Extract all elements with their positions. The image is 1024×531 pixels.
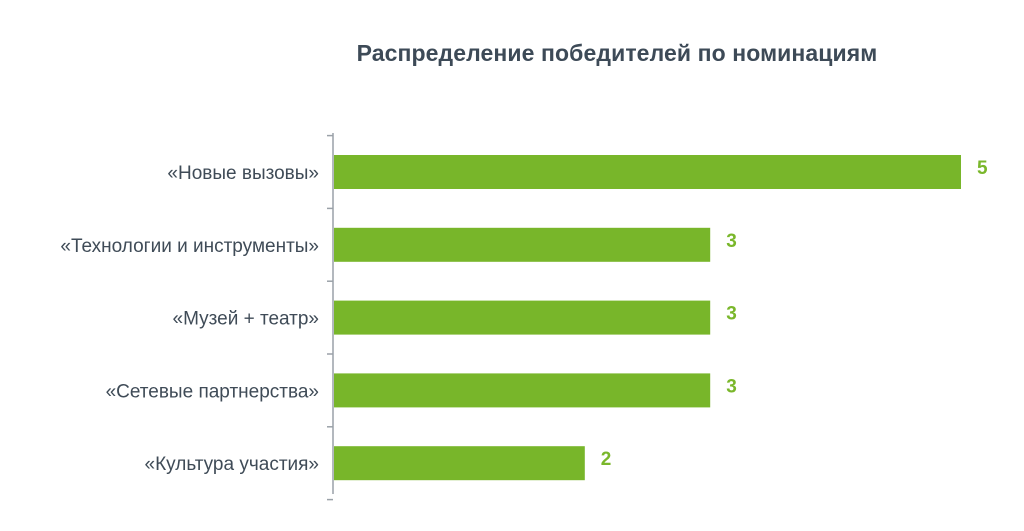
- data-label: 5: [977, 158, 988, 179]
- data-label: 3: [726, 231, 737, 252]
- data-label: 3: [726, 376, 737, 397]
- bar: [334, 373, 711, 408]
- bar: [334, 300, 711, 335]
- data-label: 3: [726, 304, 737, 325]
- data-label: 2: [601, 449, 612, 470]
- category-tick-label: «Музей + театр»: [173, 309, 319, 330]
- chart-title: Распределение победителей по номинациям: [356, 40, 878, 66]
- bar: [334, 227, 711, 262]
- category-tick-label: «Технологии и инструменты»: [60, 236, 319, 257]
- category-tick-label: «Культура участия»: [145, 454, 319, 475]
- category-tick-label: «Новые вызовы»: [167, 163, 319, 184]
- category-tick-label: «Сетевые партнерства»: [106, 381, 319, 402]
- bar: [334, 446, 585, 481]
- bar: [334, 155, 961, 189]
